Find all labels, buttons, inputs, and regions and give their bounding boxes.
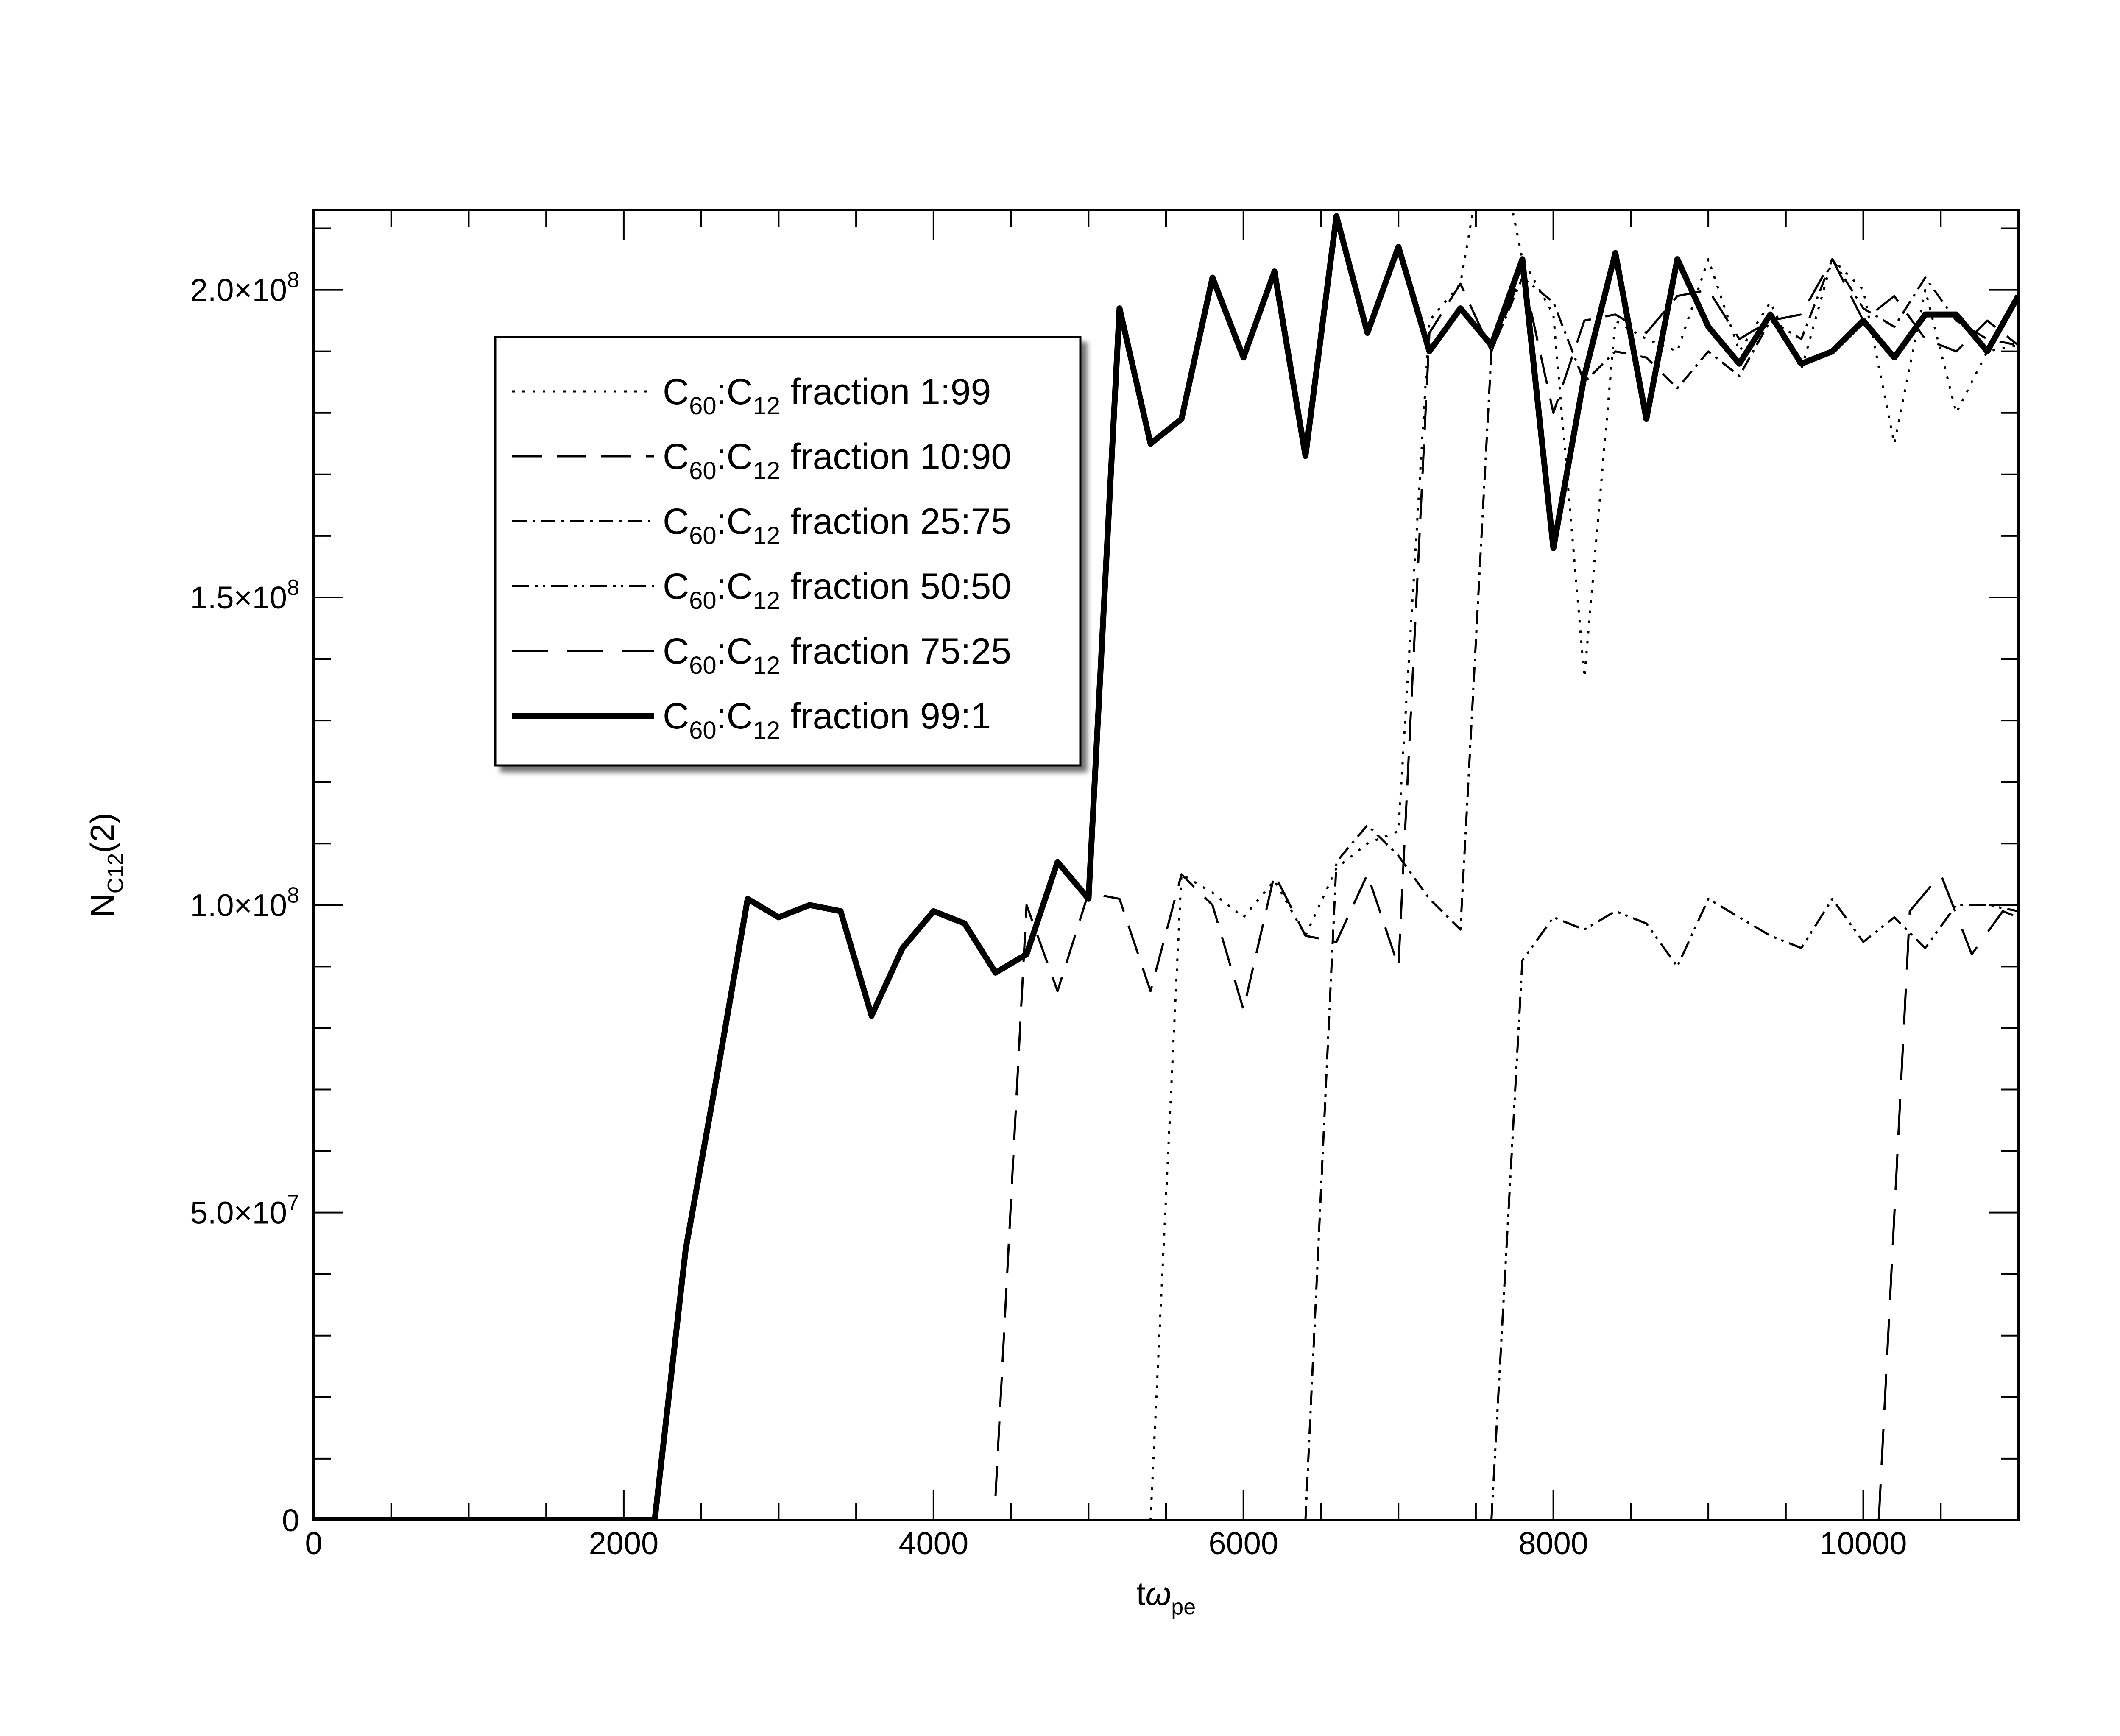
x-tick-label: 0 xyxy=(305,1526,322,1561)
legend-label: C60:C12 fraction 50:50 xyxy=(663,566,1011,614)
y-tick-label: 1.0×108 xyxy=(190,883,299,923)
series-line-25-75 xyxy=(1304,258,2018,1520)
legend: C60:C12 fraction 1:99 C60:C12 fraction 10… xyxy=(494,336,1082,767)
y-tick-label: 0 xyxy=(282,1503,299,1538)
x-tick-label: 4000 xyxy=(899,1526,969,1561)
x-tick-label: 10000 xyxy=(1820,1526,1907,1561)
x-tick-label: 8000 xyxy=(1518,1526,1588,1561)
series-line-99-1 xyxy=(314,213,2018,1520)
series-line-50-50 xyxy=(1490,898,2018,1520)
y-tick-label: 5.0×107 xyxy=(190,1191,299,1231)
x-tick-label: 2000 xyxy=(589,1526,659,1561)
y-axis-label: NC12(2) xyxy=(84,812,128,917)
y-tick-label: 2.0×108 xyxy=(190,268,299,308)
tick-labels: 0 2000 4000 6000 8000 10000 0 5.0×107 1.0×108 1.5… xyxy=(190,268,1907,1561)
plot-frame xyxy=(312,209,2020,1521)
series-line-75-25 xyxy=(1877,873,2018,1520)
axis-ticks xyxy=(313,210,2019,1521)
series-layer xyxy=(314,210,2018,1520)
legend-label: C60:C12 fraction 10:90 xyxy=(663,436,1011,485)
legend-label: C60:C12 fraction 99:1 xyxy=(663,696,991,744)
legend-label: C60:C12 fraction 1:99 xyxy=(663,371,991,420)
legend-label: C60:C12 fraction 25:75 xyxy=(663,501,1011,550)
legend-label: C60:C12 fraction 75:25 xyxy=(663,631,1011,679)
y-tick-label: 1.5×108 xyxy=(190,575,299,615)
axis-labels: tωpe NC12(2) xyxy=(84,812,1196,1619)
legend-box xyxy=(494,336,1082,767)
x-axis-label: tωpe xyxy=(1136,1575,1196,1619)
series-line-10-90 xyxy=(994,258,2018,1496)
x-tick-label: 6000 xyxy=(1208,1526,1278,1561)
